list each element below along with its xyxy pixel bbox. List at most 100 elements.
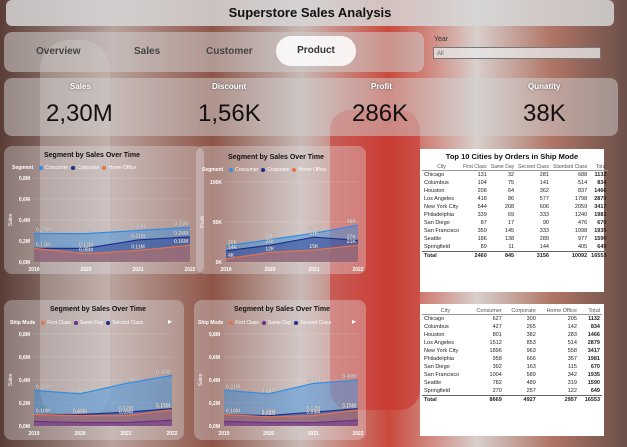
y-axis-label: Sales: [8, 373, 14, 386]
legend-dot: [39, 165, 44, 170]
table-cell: 963: [526, 348, 536, 354]
data-label: 0,09M: [73, 410, 87, 416]
y-tick-label: 0,4M: [19, 218, 30, 224]
y-tick-label: 0,6M: [209, 355, 220, 361]
data-label: 0,24M: [174, 231, 188, 237]
data-label: 0,28M: [262, 388, 276, 394]
data-label: 21K: [265, 239, 275, 245]
table-cell: Chicago: [424, 172, 445, 178]
table-row: Chicago 131 32 281 688 1132: [422, 171, 608, 180]
tab-product[interactable]: Product: [276, 36, 356, 66]
kpi-quantity-label: Qunatity: [528, 82, 561, 91]
table-cell: 1132: [588, 316, 600, 322]
table-cell: 362: [539, 188, 549, 194]
nav-bar: Overview Sales Customer Product: [4, 32, 424, 72]
legend-prefix: Segment: [12, 165, 34, 171]
total-row: Total 8669 4927 2957 16553: [422, 395, 602, 404]
table-cell: 342: [567, 372, 577, 378]
chart-title: Segment by Sales Over Time: [44, 152, 140, 159]
title-bar: Superstore Sales Analysis: [6, 0, 614, 26]
column-header[interactable]: Standard Class: [550, 164, 590, 171]
y-tick-label: 100K: [210, 180, 222, 186]
y-tick-label: 50K: [213, 220, 223, 226]
kpi-profit-value: 286K: [352, 100, 409, 127]
data-label: 46K: [347, 219, 357, 225]
table-row: Philadelphia 958 666 357 1981: [422, 355, 602, 363]
y-tick-label: 0,2M: [19, 239, 30, 245]
table-cell: San Diego: [424, 220, 450, 226]
legend-item: Corporate: [77, 165, 100, 171]
legend-prefix: Segment: [202, 167, 224, 173]
table-cell: 145: [504, 228, 515, 234]
x-tick-label: 2020: [74, 431, 85, 437]
data-label: 15K: [309, 244, 319, 250]
table-cell: 115: [568, 364, 577, 370]
table-cell: 1896: [489, 348, 502, 354]
table-cell: 281: [539, 172, 549, 178]
table-cell: 144: [539, 244, 549, 250]
column-header[interactable]: City: [422, 164, 462, 171]
column-header[interactable]: Same Day: [488, 164, 517, 171]
table-cell: 142: [567, 324, 577, 330]
column-header[interactable]: Corporate: [503, 308, 538, 315]
table-cell: Columbus: [424, 324, 449, 330]
table-cell: 3156: [516, 251, 551, 260]
table-cell: 141: [539, 180, 549, 186]
table-cell: Los Angeles: [424, 196, 454, 202]
data-label: 0,37M: [119, 377, 133, 383]
legend-item: Consumer: [45, 165, 69, 171]
table-cell: 2957: [537, 395, 579, 404]
column-header[interactable]: Second Class: [516, 164, 551, 171]
y-axis-label: Sales: [8, 213, 14, 226]
x-tick-label: 2021: [120, 431, 131, 437]
legend-item: Second Class: [112, 320, 144, 326]
tab-overview[interactable]: Overview: [36, 46, 81, 57]
data-label: 14K: [228, 245, 238, 251]
data-label: 0,14M: [156, 404, 170, 410]
table-cell: San Diego: [424, 364, 450, 370]
data-label: 0,40M: [342, 374, 356, 380]
chart-legend: Segment Consumer Corporate Home Office: [12, 165, 136, 171]
table-cell: 1132: [594, 172, 607, 178]
table-row: New York City 544 208 606 2059 3417: [422, 203, 608, 211]
table-cell: 1098: [574, 228, 588, 234]
table-cell: Seattle: [424, 236, 442, 242]
legend-dot: [229, 167, 234, 172]
table-cell: 845: [488, 251, 517, 260]
legend-dot: [73, 320, 78, 325]
table-cell: 4927: [503, 395, 538, 404]
column-header[interactable]: City: [422, 308, 469, 315]
data-label: 0,44M: [156, 369, 170, 375]
legend-dot: [294, 320, 299, 325]
legend-item: Home Office: [298, 167, 327, 173]
column-header[interactable]: Total: [578, 308, 602, 315]
column-header[interactable]: Total: [589, 164, 609, 171]
table-cell: 283: [567, 332, 577, 338]
column-header[interactable]: Consumer: [468, 308, 504, 315]
table-cell: 1466: [587, 332, 600, 338]
y-axis-label: Profit: [200, 216, 206, 228]
x-tick-label: 2022: [352, 431, 363, 437]
series-line-corporate: [34, 236, 191, 249]
tab-customer[interactable]: Customer: [206, 46, 253, 57]
table-cell: Chicago: [424, 316, 445, 322]
table-cell: 834: [590, 324, 600, 330]
tab-sales[interactable]: Sales: [134, 46, 161, 57]
legend-next-icon[interactable]: ▸: [168, 317, 173, 326]
series-line-corporate: [225, 236, 359, 252]
legend-next-icon[interactable]: ▸: [352, 317, 357, 326]
table-cell: Houston: [424, 332, 445, 338]
legend-item: Same Day: [267, 320, 292, 326]
x-tick-label: 2021: [308, 431, 319, 437]
column-header[interactable]: First Class: [461, 164, 489, 171]
column-header[interactable]: Home Office: [537, 308, 579, 315]
table-cell: 64: [508, 188, 515, 194]
table-cell: Springfield: [424, 244, 450, 250]
table-cell: 3417: [594, 204, 607, 210]
year-filter-dropdown[interactable]: All: [433, 47, 601, 59]
chart-segment-sales: Segment by Sales Over Time Segment Consum…: [4, 146, 204, 274]
table-cell: 514: [577, 180, 588, 186]
table-cell: 958: [492, 356, 502, 362]
table-cell: 1590: [587, 380, 600, 386]
y-tick-label: 0,6M: [19, 197, 30, 203]
